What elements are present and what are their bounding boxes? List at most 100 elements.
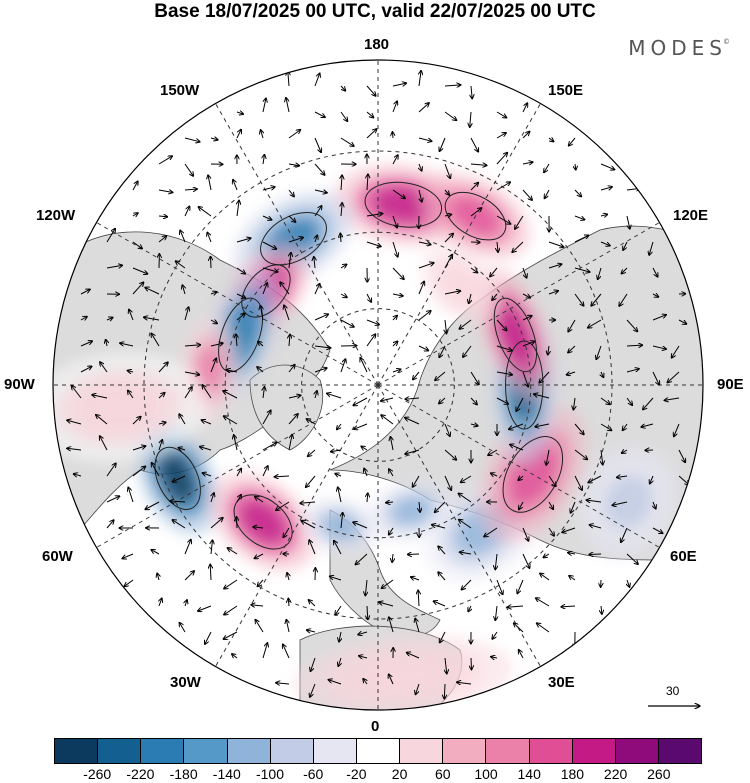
wind-vector — [418, 590, 419, 607]
wind-vector — [80, 289, 90, 295]
wind-vector — [180, 230, 186, 243]
colorbar-segment — [226, 739, 270, 763]
wind-vector — [468, 605, 471, 612]
colorbar-tick-label: -260 — [83, 766, 112, 782]
wind-vector — [459, 319, 472, 329]
wind-vector — [276, 683, 290, 684]
colorbar-tick-label: -20 — [346, 766, 367, 782]
wind-vector — [495, 605, 497, 621]
colorbar-tick-label: -100 — [255, 766, 285, 782]
wind-vector — [260, 305, 263, 321]
lon-label-30w: 30W — [170, 674, 201, 691]
wind-vector — [340, 137, 354, 146]
wind-vector — [145, 287, 160, 295]
height-contour — [493, 297, 538, 373]
wind-vector — [522, 316, 532, 321]
negative-anomaly — [159, 452, 197, 504]
wind-vector — [419, 501, 420, 512]
wind-vector — [568, 553, 576, 554]
meridian-line — [377, 222, 660, 386]
colorbar-tick-label: 260 — [647, 766, 671, 782]
wind-vector — [223, 416, 238, 425]
wind-vector — [457, 682, 472, 684]
wind-vector — [569, 576, 576, 581]
wind-vector — [340, 264, 347, 268]
lon-label-150w: 150W — [160, 82, 200, 99]
wind-vector — [444, 449, 457, 460]
wind-vector — [340, 111, 348, 121]
wind-vector — [315, 235, 317, 243]
wind-vector — [233, 179, 238, 191]
wind-vector — [459, 552, 472, 554]
wind-vector — [671, 345, 680, 358]
wind-vector — [314, 257, 315, 269]
wind-vector — [262, 643, 268, 659]
wind-vector — [544, 189, 550, 199]
wind-vector — [418, 137, 432, 141]
wind-vector — [649, 241, 654, 255]
positive-anomaly — [354, 657, 453, 695]
wind-vector — [496, 579, 503, 595]
wind-vector — [497, 241, 498, 252]
wind-vector — [210, 358, 216, 373]
wind-vector — [444, 111, 457, 120]
wind-vector — [650, 475, 653, 484]
wind-vector — [205, 631, 212, 644]
wind-vector — [496, 397, 509, 404]
wind-vector — [224, 579, 238, 589]
wind-vector — [274, 476, 290, 477]
wind-vector — [600, 214, 608, 216]
wind-vector — [575, 163, 576, 170]
wind-vector — [461, 579, 472, 590]
wind-vector — [588, 475, 602, 483]
wind-vector — [261, 130, 264, 139]
wind-vector — [674, 423, 680, 437]
wind-vector — [574, 235, 589, 243]
wind-vector — [612, 501, 628, 505]
wind-vector — [184, 539, 191, 555]
wind-vector — [283, 644, 290, 659]
wind-vector — [445, 319, 447, 334]
wind-vector — [287, 573, 289, 581]
wind-vector — [392, 215, 397, 228]
wind-vector — [288, 130, 301, 139]
wind-vector — [562, 527, 576, 533]
colorbar-segment — [614, 739, 658, 763]
wind-vector — [435, 371, 446, 381]
wind-vector — [405, 398, 420, 399]
wind-vector — [175, 261, 186, 269]
wind-vector — [132, 446, 146, 451]
wind-vector — [132, 267, 148, 274]
wind-vector — [652, 345, 666, 349]
lon-label-60w: 60W — [42, 548, 73, 565]
wind-vector — [151, 333, 160, 347]
wind-vector — [509, 423, 524, 429]
colorbar-tick-label: 20 — [391, 766, 408, 782]
colorbar-tick-label: 100 — [474, 766, 498, 782]
wind-vector — [198, 605, 212, 611]
wind-vector — [491, 657, 498, 658]
wind-vector — [406, 652, 420, 659]
wind-vector — [458, 493, 472, 503]
wind-vector — [288, 395, 301, 398]
wind-vector — [623, 241, 628, 250]
wind-vector — [470, 164, 487, 165]
wind-vector — [341, 175, 342, 191]
wind-vector — [621, 267, 628, 274]
wind-vector — [202, 473, 212, 476]
wind-vector — [255, 496, 264, 503]
wind-vector — [280, 282, 290, 295]
wind-vector — [536, 623, 550, 633]
polar-map — [52, 59, 704, 711]
wind-vector — [364, 468, 367, 477]
wind-vector — [158, 393, 165, 399]
wind-vector — [418, 103, 429, 113]
wind-vector — [120, 343, 134, 347]
wind-vector — [315, 391, 317, 399]
wind-vector — [652, 527, 663, 533]
wind-vector — [129, 309, 134, 321]
height-contour — [241, 264, 291, 318]
wind-vector — [418, 311, 431, 321]
wind-vector — [621, 527, 628, 543]
wind-vector — [262, 215, 272, 220]
